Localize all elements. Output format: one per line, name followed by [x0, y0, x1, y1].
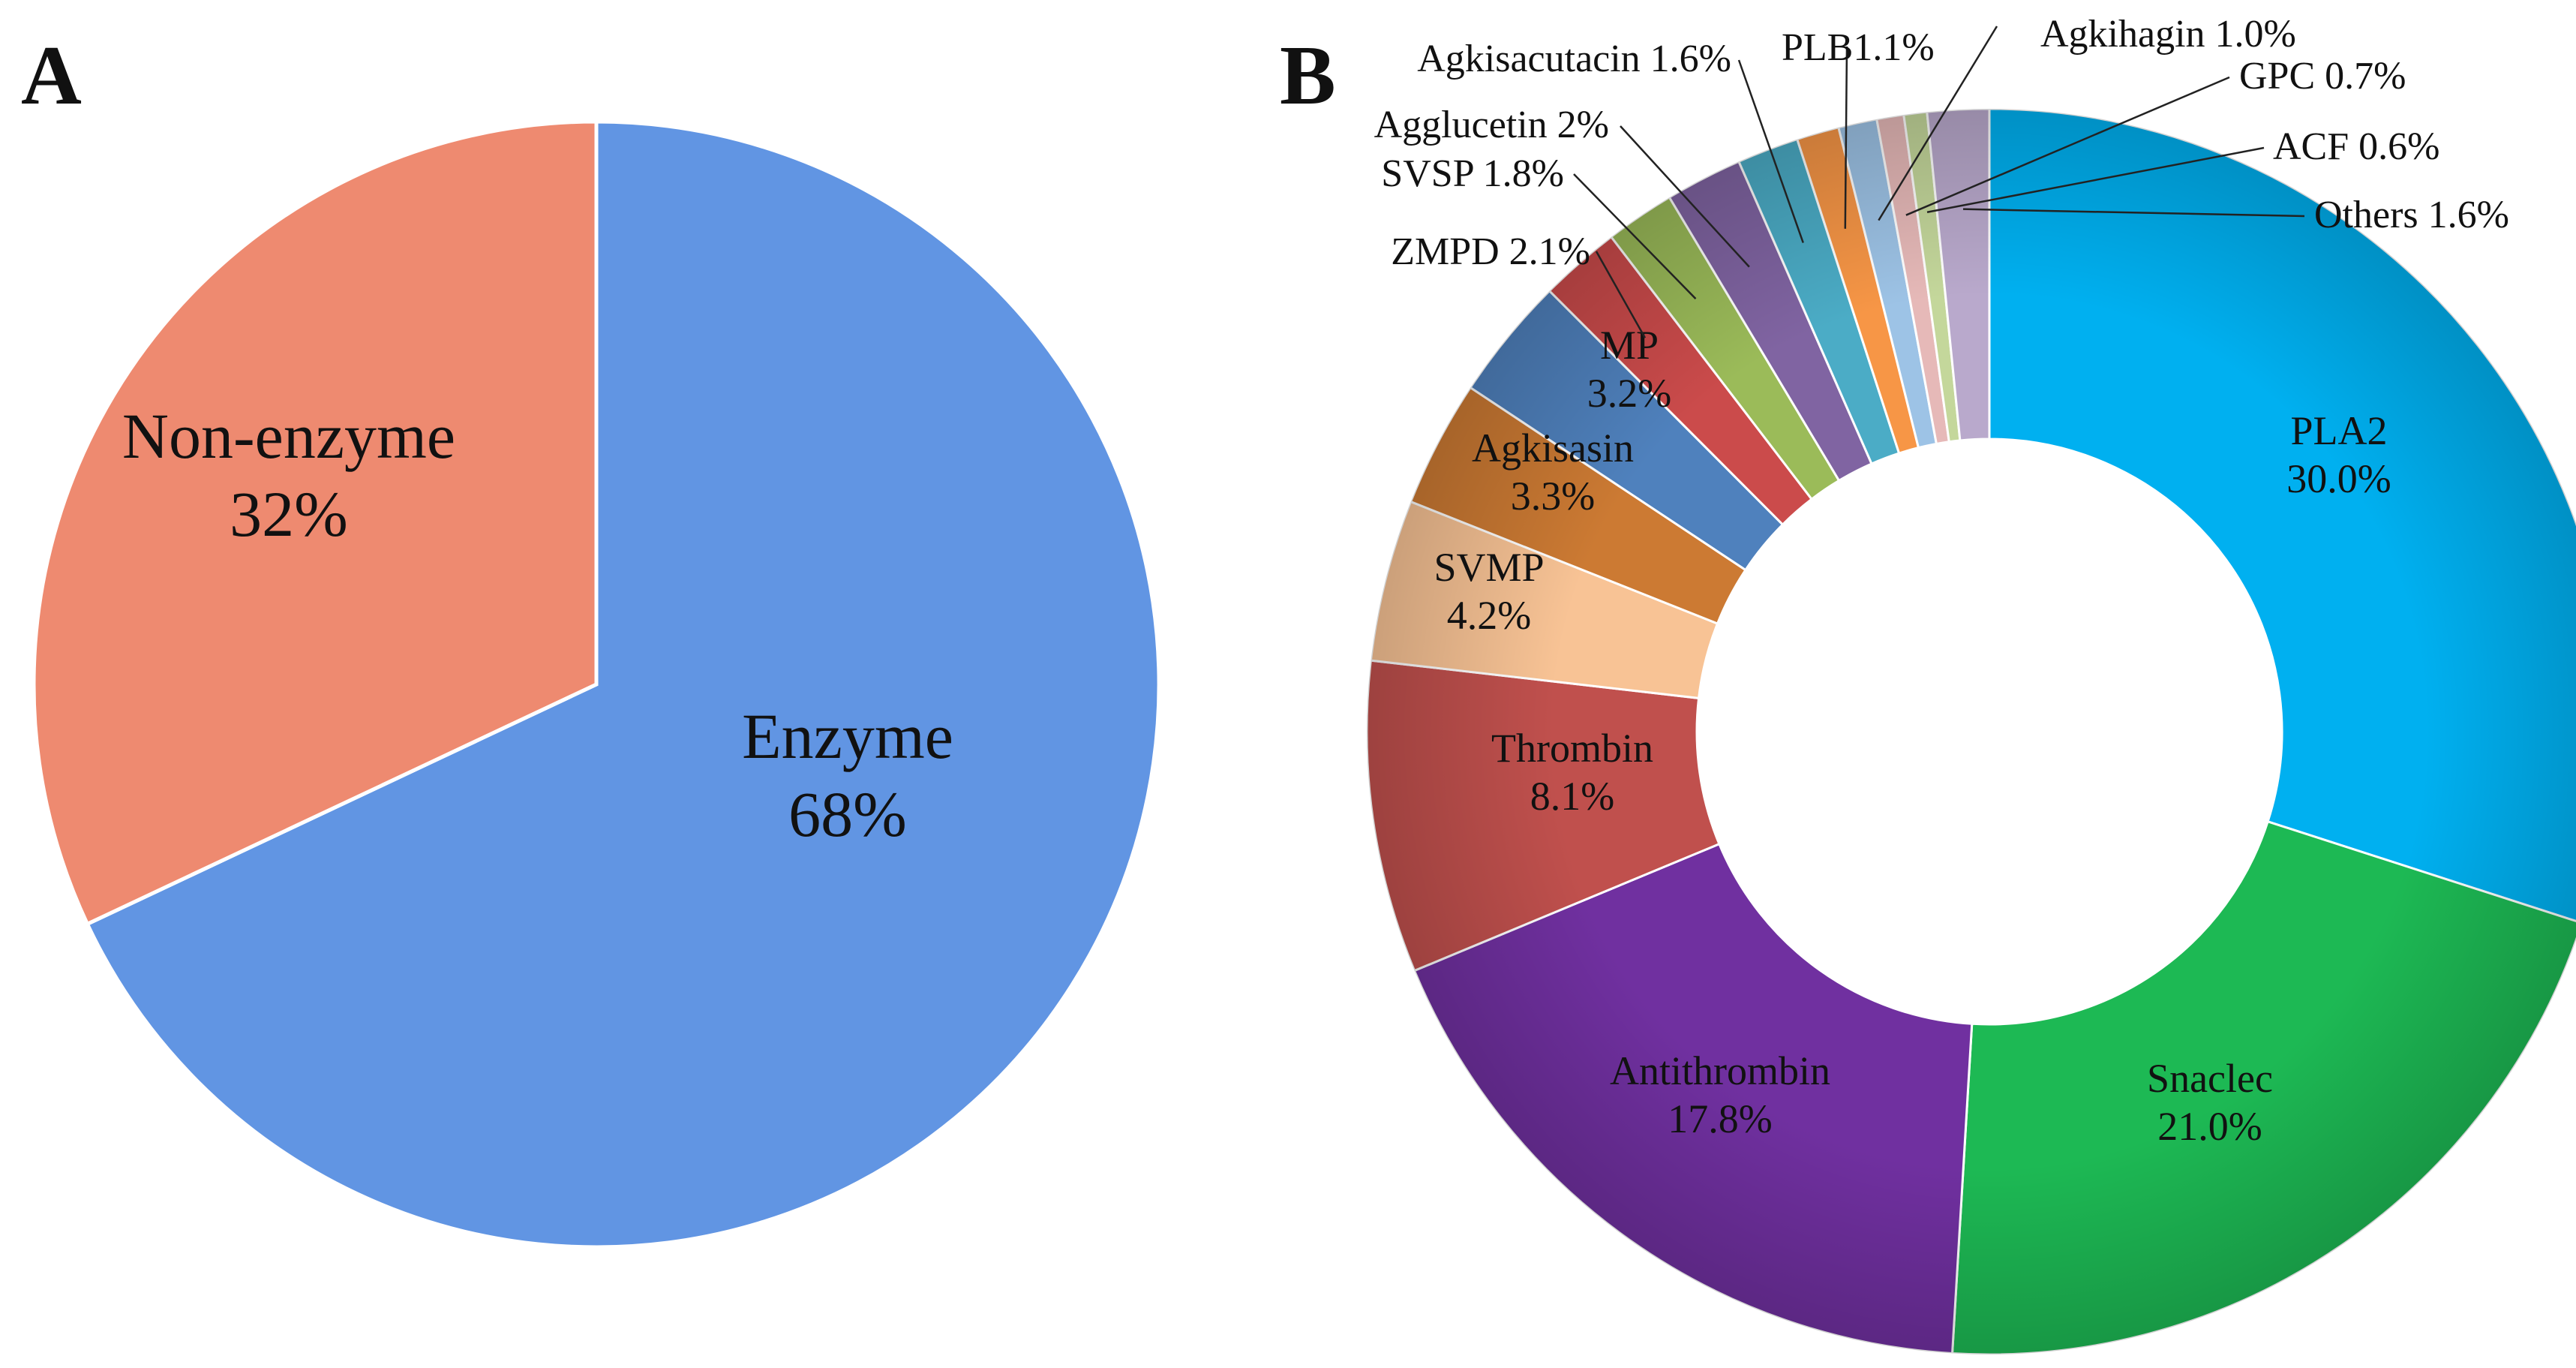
- panel-label-a: A: [21, 29, 82, 122]
- label-thrombin: Thrombin 8.1%: [1491, 726, 1653, 819]
- label-agkisacutacin: Agkisacutacin 1.6%: [1417, 38, 1731, 80]
- leader-line-agkihagin: [1878, 26, 1998, 221]
- label-zmpd: ZMPD 2.1%: [1391, 230, 1590, 273]
- label-plb: PLB1.1%: [1782, 26, 1935, 69]
- label-pla2: PLA2 30.0%: [2286, 408, 2391, 501]
- panel-label-b: B: [1280, 29, 1336, 122]
- leader-line-acf: [1926, 146, 2265, 213]
- label-agkihagin: Agkihagin 1.0%: [2040, 13, 2296, 56]
- label-non-enzyme: Non-enzyme 32%: [122, 400, 455, 550]
- label-agglucetin: Agglucetin 2%: [1374, 104, 1609, 146]
- leader-line-gpc: [1905, 76, 2230, 216]
- label-enzyme: Enzyme 68%: [742, 700, 953, 850]
- slice-non-enzyme: [32, 119, 599, 927]
- label-svmp: SVMP 4.2%: [1434, 545, 1544, 638]
- leader-line-agkisacutacin: [1737, 59, 1804, 243]
- leader-line-svsp: [1573, 173, 1697, 299]
- leader-line-zmpd: [1595, 251, 1647, 338]
- label-antithrombin: Antithrombin 17.8%: [1610, 1048, 1830, 1141]
- label-gpc: GPC 0.7%: [2239, 55, 2406, 98]
- pie-chart-a: Enzyme 68% Non-enzyme 32%: [32, 119, 1161, 1249]
- label-svsp: SVSP 1.8%: [1381, 152, 1564, 195]
- leader-line-plb: [1844, 46, 1848, 229]
- label-acf: ACF 0.6%: [2273, 125, 2439, 168]
- label-mp: MP 3.2%: [1587, 323, 1671, 416]
- label-others: Others 1.6%: [2314, 194, 2509, 236]
- leader-line-others: [1962, 208, 2305, 218]
- label-snaclec: Snaclec 21.0%: [2147, 1056, 2273, 1149]
- leader-line-agglucetin: [1620, 125, 1750, 268]
- slice-enzyme: [85, 119, 1161, 1249]
- donut-chart-b: PLA2 30.0% Snaclec 21.0% Antithrombin 17.8% Th…: [1365, 13, 2576, 1356]
- label-agkisasin: Agkisasin 3.3%: [1472, 425, 1634, 519]
